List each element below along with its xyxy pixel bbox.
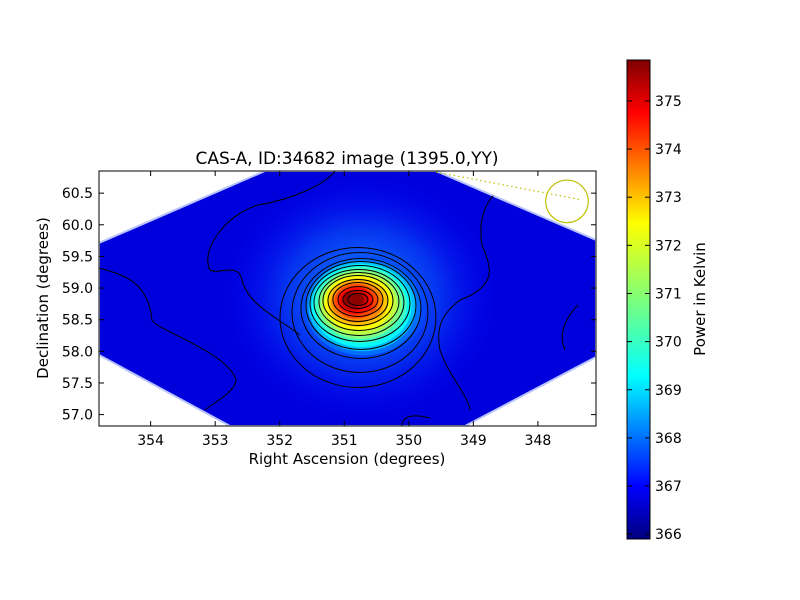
contour-ring — [322, 274, 394, 326]
y-axis-label: Declination (degrees) — [34, 217, 52, 379]
x-tick-label: 353 — [202, 433, 229, 449]
contour-ring — [347, 292, 369, 306]
y-tick-label: 60.5 — [62, 186, 93, 202]
contour-ring — [313, 268, 405, 336]
colorbar-ticks: 366 367 368 369 370 371 372 373 374 375 — [627, 94, 682, 543]
y-axis-ticks: 57.0 57.5 58.0 58.5 59.0 59.5 60.0 60.5 — [62, 186, 596, 424]
y-tick-label: 60.0 — [62, 218, 93, 234]
x-tick-label: 351 — [331, 433, 358, 449]
y-tick-label: 58.0 — [62, 344, 93, 360]
contour-ring — [318, 271, 400, 331]
background-contour — [99, 267, 237, 411]
contour-ring — [327, 278, 389, 322]
x-axis-label: Right Ascension (degrees) — [249, 450, 446, 468]
y-tick-label: 59.0 — [62, 281, 93, 297]
intensity-levels — [301, 255, 426, 360]
axes-frame — [98, 170, 597, 427]
x-tick-label: 350 — [395, 433, 422, 449]
background-contour — [401, 415, 431, 426]
contour-ring — [342, 289, 374, 309]
background-contour — [438, 189, 501, 411]
contour-ring — [291, 251, 429, 373]
colorbar-tick-label: 370 — [655, 335, 682, 351]
x-axis-ticks: 354 353 352 351 350 349 348 — [137, 171, 551, 449]
y-tick-label: 57.0 — [62, 408, 93, 424]
colorbar — [626, 59, 651, 540]
contour-ring — [332, 281, 384, 317]
colorbar-tick-label: 369 — [655, 383, 682, 399]
colorbar-tick-label: 372 — [655, 238, 682, 254]
contour-ring — [305, 260, 417, 350]
x-tick-label: 352 — [266, 433, 293, 449]
contour-ring — [300, 257, 422, 359]
colorbar-tick-label: 368 — [655, 431, 682, 447]
colorbar-tick-label: 366 — [655, 527, 682, 543]
y-tick-label: 58.5 — [62, 313, 93, 329]
contour-ring — [309, 264, 411, 342]
x-tick-label: 348 — [525, 433, 552, 449]
background-contour — [207, 171, 336, 336]
contour-ring — [279, 246, 437, 388]
contour-lines — [279, 246, 437, 388]
colorbar-tick-label: 367 — [655, 479, 682, 495]
colorbar-tick-label: 374 — [655, 142, 682, 158]
background-contour — [561, 304, 579, 351]
intensity-level — [343, 292, 364, 307]
colorbar-label: Power in Kelvin — [691, 242, 709, 356]
x-tick-label: 354 — [137, 433, 164, 449]
chart-title: CAS-A, ID:34682 image (1395.0,YY) — [195, 149, 498, 169]
colorbar-tick-label: 375 — [655, 94, 682, 110]
y-tick-label: 57.5 — [62, 376, 93, 392]
beam-circle — [545, 179, 589, 224]
x-tick-label: 349 — [460, 433, 487, 449]
plot-area — [99, 171, 596, 426]
colorbar-tick-label: 371 — [655, 286, 682, 302]
y-tick-label: 59.5 — [62, 249, 93, 265]
colorbar-tick-label: 373 — [655, 190, 682, 206]
contour-ring — [337, 285, 379, 313]
